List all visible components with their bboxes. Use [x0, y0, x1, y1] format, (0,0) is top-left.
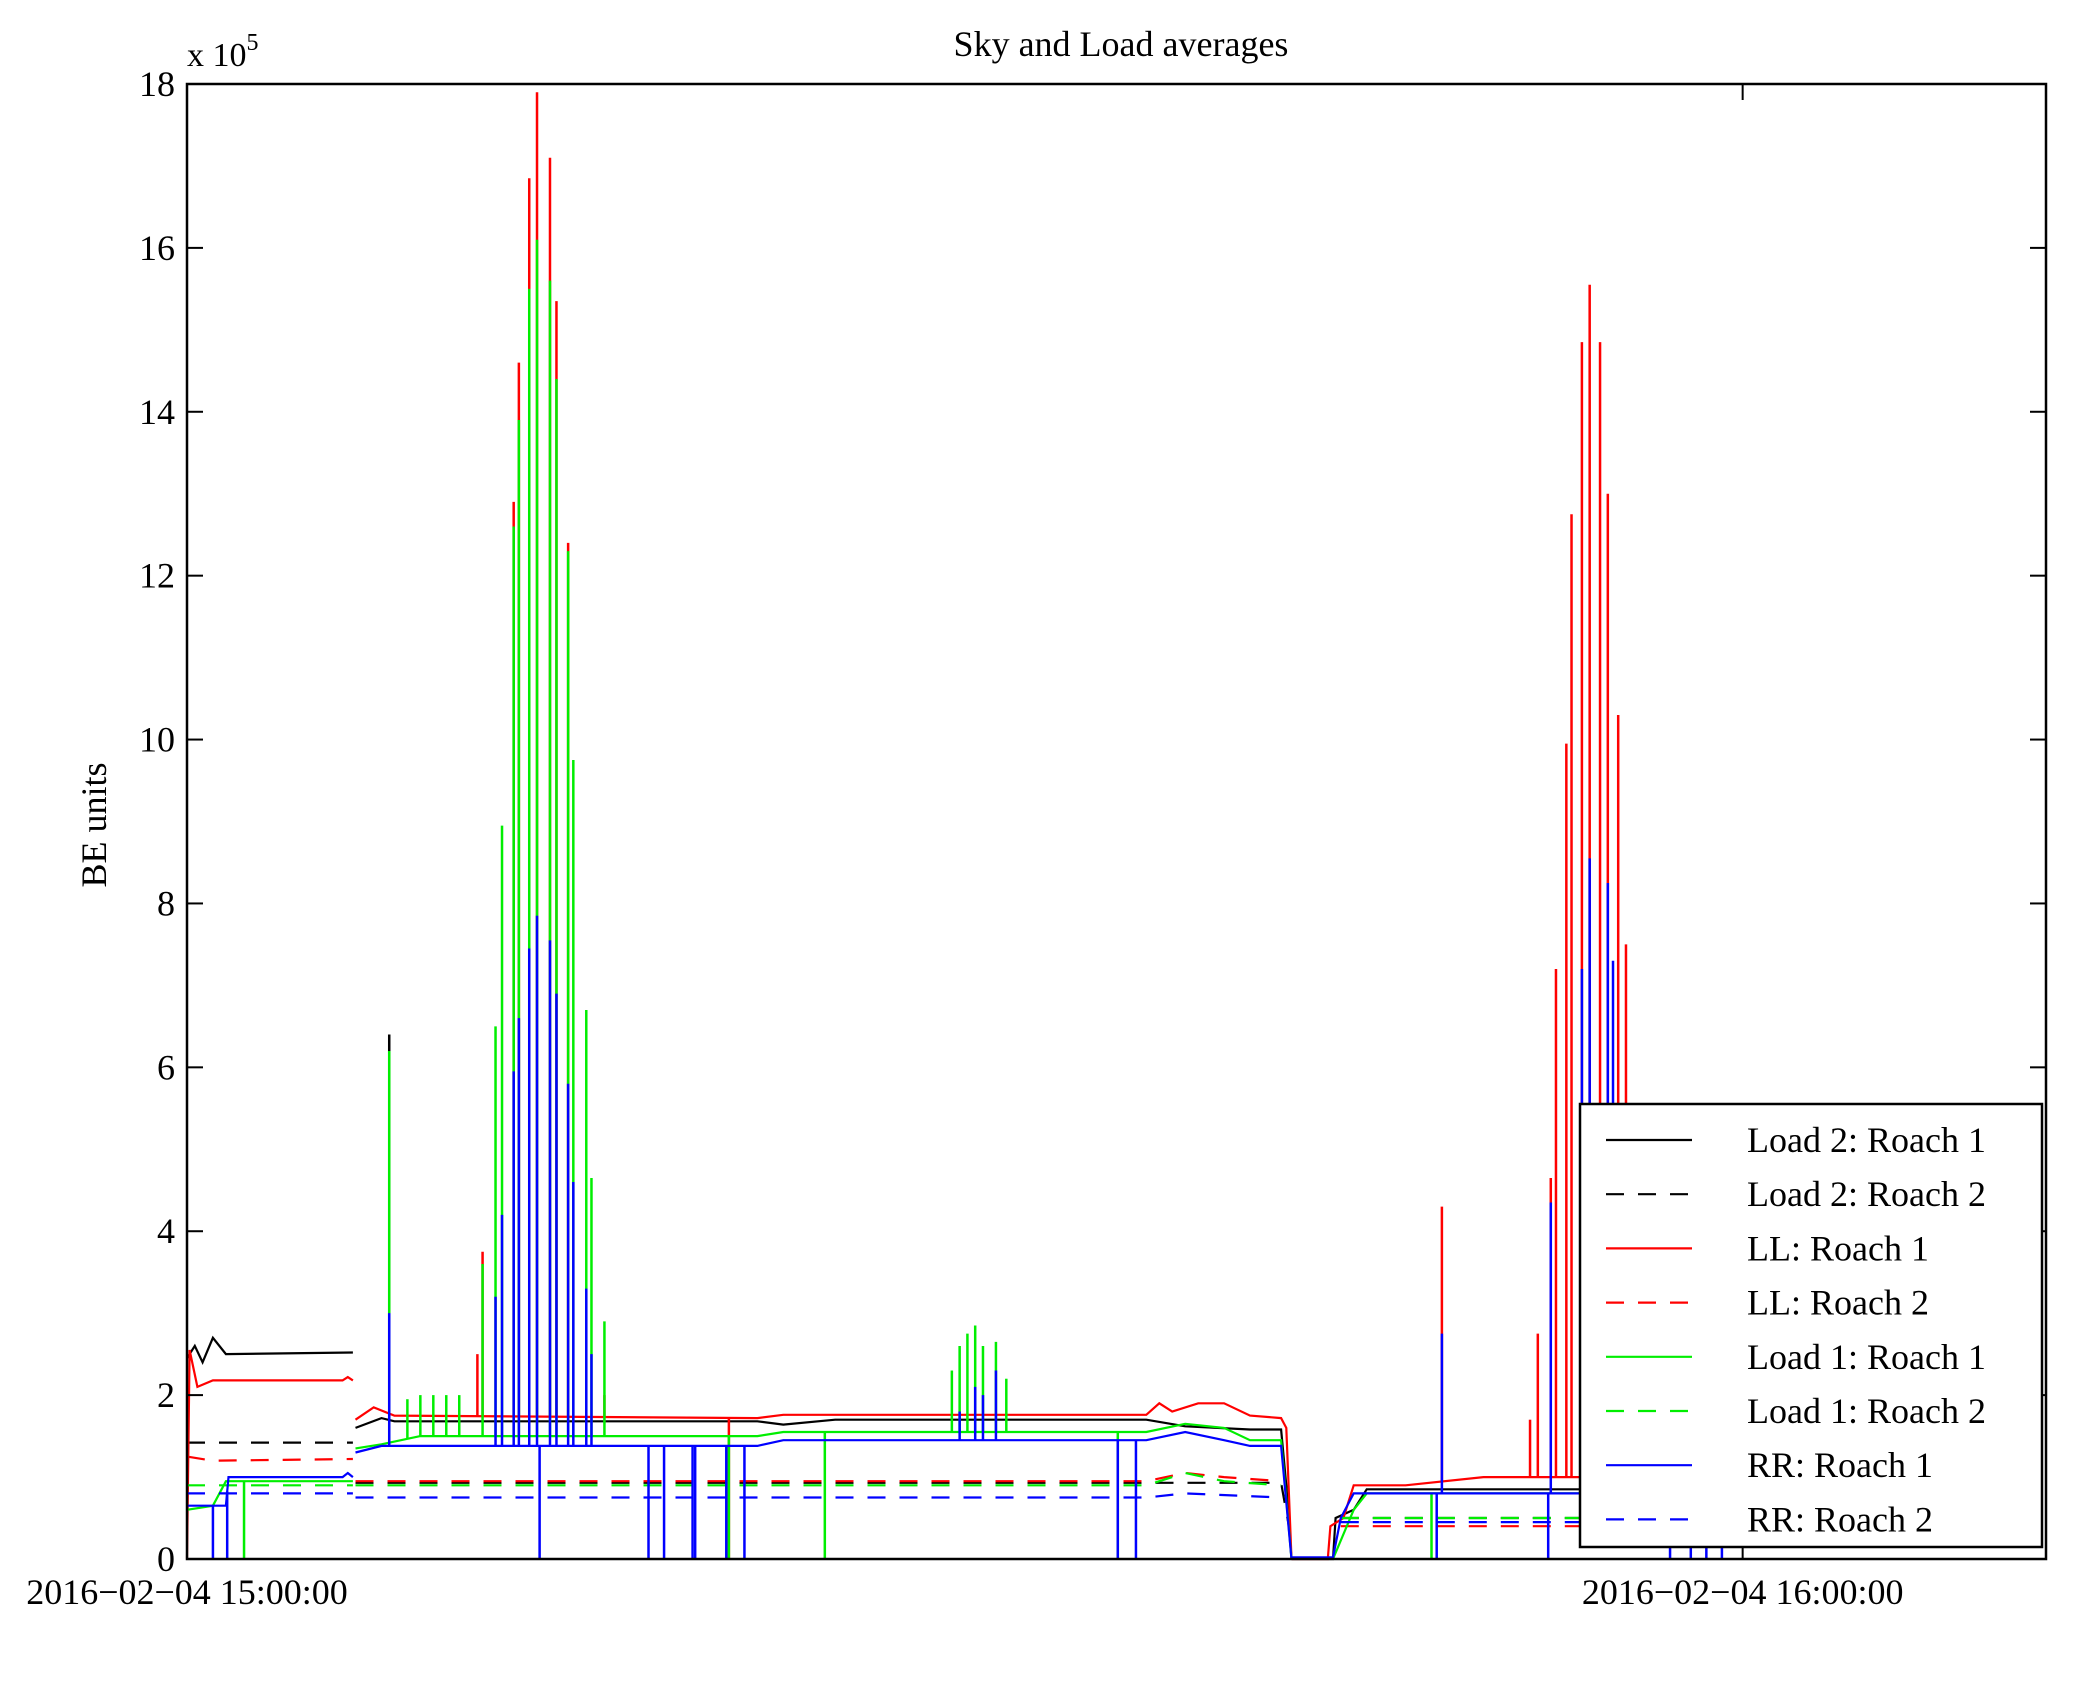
y-tick-label: 10: [139, 720, 175, 760]
plot-frame: [185, 82, 2048, 1561]
y-tick-label: 14: [139, 392, 175, 432]
series-line: [355, 1481, 1290, 1527]
legend-label: LL: Roach 2: [1747, 1283, 1929, 1323]
series-line: [354, 1401, 1293, 1560]
series-line: [355, 1430, 1293, 1560]
legend-entry: Load 2: Roach 2: [1606, 1174, 1986, 1214]
series-ll-roach-2: [186, 1455, 1733, 1528]
y-tick-label: 2: [157, 1375, 175, 1415]
y-tick-label: 4: [157, 1211, 175, 1251]
series-line: [187, 1471, 354, 1507]
legend-label: Load 2: Roach 1: [1747, 1120, 1986, 1160]
legend-entry: Load 1: Roach 2: [1606, 1391, 1986, 1431]
y-tick-label: 12: [139, 556, 175, 596]
legend-label: Load 2: Roach 2: [1747, 1174, 1986, 1214]
y-axis-label: BE units: [74, 762, 114, 887]
y-multiplier: x 105: [187, 30, 259, 74]
series-line: [355, 1471, 1282, 1487]
series-line: [355, 1416, 1293, 1560]
series-line: [355, 1492, 1282, 1499]
y-tick-label: 18: [139, 64, 175, 104]
legend-entry: LL: Roach 2: [1606, 1283, 1929, 1323]
legend-label: RR: Roach 1: [1747, 1445, 1933, 1485]
axis-layer: 0 2 4 6 8 10 12 14 16 18 2016−02−04 15:00:00 2016−0…: [26, 64, 2046, 1612]
y-tick-label: 8: [157, 883, 175, 923]
series-line: [355, 1471, 1282, 1483]
legend-label: LL: Roach 1: [1747, 1228, 1929, 1268]
y-tick-label: 6: [157, 1047, 175, 1087]
series-rr-roach-1: [187, 858, 1733, 1560]
legend-box: [1578, 1102, 2044, 1549]
legend-entry: Load 1: Roach 1: [1606, 1337, 1986, 1377]
chart-title: Sky and Load averages: [954, 24, 1289, 64]
series-load-1-roach-1: [186, 239, 1733, 1560]
x-tick-label: 2016−02−04 16:00:00: [1582, 1572, 1904, 1612]
series-load-2-roach-2: [187, 1441, 1733, 1527]
legend-entry: RR: Roach 2: [1606, 1499, 1933, 1539]
legend-entry: Load 2: Roach 1: [1606, 1120, 1986, 1160]
legend-label: Load 1: Roach 1: [1747, 1337, 1986, 1377]
series-line: [186, 1335, 353, 1365]
series-line: [186, 1455, 353, 1462]
legend-label: RR: Roach 2: [1747, 1499, 1933, 1539]
legend-entry: LL: Roach 1: [1606, 1228, 1929, 1268]
series-ll-roach-1: [185, 92, 1733, 1561]
series-rr-roach-2: [187, 1492, 1733, 1524]
x-tick-label: 2016−02−04 15:00:00: [26, 1572, 348, 1612]
legend-entry: RR: Roach 1: [1606, 1445, 1933, 1485]
y-multiplier-base: x 10: [187, 37, 247, 74]
y-tick-label: 16: [139, 228, 175, 268]
series-load-2-roach-1: [186, 1034, 1733, 1561]
series-line: [355, 1422, 1293, 1560]
series-line: [185, 1349, 354, 1560]
y-tick-label: 0: [157, 1539, 175, 1579]
series-line: [1291, 1492, 1733, 1559]
series-layer: [185, 92, 1733, 1561]
series-load-1-roach-2: [187, 1471, 1733, 1520]
legend-label: Load 1: Roach 2: [1747, 1391, 1986, 1431]
y-multiplier-exponent: 5: [247, 30, 259, 56]
legend: Load 2: Roach 1 Load 2: Roach 2 LL: Roach …: [1578, 1102, 2044, 1549]
